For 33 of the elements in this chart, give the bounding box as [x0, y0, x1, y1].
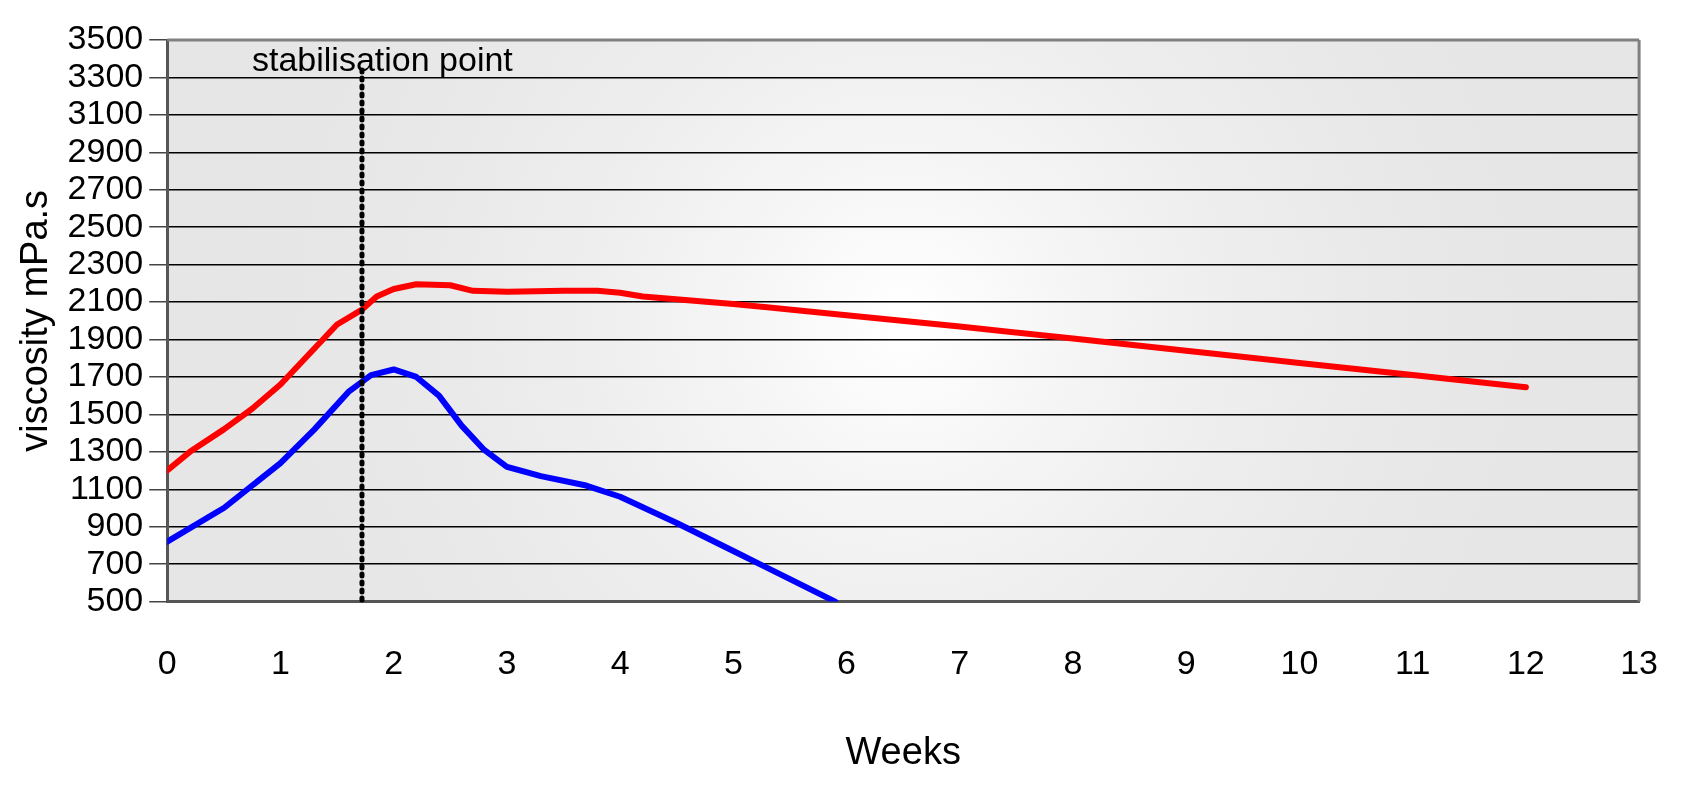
x-tick-label: 9: [1176, 643, 1196, 682]
y-tick-label: 1300: [67, 430, 144, 469]
x-tick-label: 7: [950, 643, 970, 682]
x-tick-label: 2: [384, 643, 404, 682]
y-tick-label: 1900: [67, 317, 144, 356]
ref-line-label: stabilisation point: [251, 40, 514, 79]
x-tick-label: 4: [610, 643, 630, 682]
y-tick-label: 500: [86, 579, 144, 618]
y-tick-label: 900: [86, 505, 144, 544]
x-tick-label: 13: [1620, 643, 1658, 682]
x-tick-label: 5: [723, 643, 743, 682]
x-tick-label: 10: [1280, 643, 1319, 682]
x-tick-label: 8: [1063, 643, 1083, 682]
x-tick-label: 0: [157, 643, 177, 682]
y-tick-label: 3100: [67, 93, 144, 132]
y-tick-label: 2700: [67, 168, 144, 207]
y-tick-label: 3300: [67, 55, 144, 94]
x-tick-label: 1: [271, 643, 290, 682]
y-tick-label: 2900: [67, 130, 144, 169]
x-tick-label: 6: [837, 643, 857, 682]
y-tick-label: 1700: [67, 355, 144, 394]
x-tick-label: 3: [497, 643, 517, 682]
y-tick-label: 2500: [67, 205, 144, 244]
y-axis-title: viscosity mPa.s: [13, 189, 56, 452]
x-tick-label: 12: [1506, 643, 1545, 682]
y-tick-label: 1500: [67, 392, 144, 431]
y-tick-label: 2300: [67, 243, 144, 282]
y-tick-label: 1100: [70, 467, 144, 506]
y-tick-label: 3500: [67, 18, 144, 57]
x-tick-label: 11: [1395, 643, 1431, 682]
y-tick-label: 2100: [67, 280, 144, 319]
x-axis-title: Weeks: [845, 729, 961, 772]
y-tick-label: 700: [86, 542, 144, 581]
